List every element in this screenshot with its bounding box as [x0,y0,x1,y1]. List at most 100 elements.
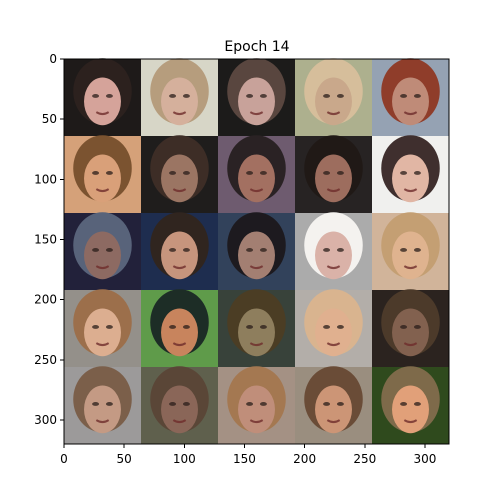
face-shape [315,77,352,126]
y-tick-label: 250 [34,353,57,367]
face-shape [315,231,352,280]
eye-shape [336,402,344,406]
mouth-shape [326,111,341,116]
mouth-shape [172,419,187,424]
y-tick-label: 150 [34,232,57,246]
eye-shape [400,171,408,175]
face-shape [238,231,275,280]
mouth-shape [95,188,110,193]
mouth-shape [172,342,187,347]
eye-shape [92,402,100,406]
face-shape [161,154,198,203]
eye-shape [336,94,344,98]
eye-shape [105,171,113,175]
face-shape [161,385,198,434]
face-image-grid [64,58,449,444]
mouth-shape [326,265,341,270]
eye-shape [323,94,331,98]
face-shape [161,308,198,357]
eye-shape [246,402,254,406]
face-shape [84,385,121,434]
y-tick-label: 200 [34,293,57,307]
eye-shape [92,248,100,252]
eye-shape [92,325,100,329]
eye-shape [400,325,408,329]
mouth-shape [326,342,341,347]
face-tile [218,289,295,367]
eye-shape [182,325,190,329]
face-shape [315,385,352,434]
mouth-shape [249,419,264,424]
mouth-shape [95,111,110,116]
mouth-shape [403,188,418,193]
y-tick-label: 0 [49,52,57,66]
eye-shape [169,402,177,406]
face-tile [372,212,449,290]
eye-shape [182,94,190,98]
mouth-shape [172,188,187,193]
eye-shape [323,325,331,329]
mouth-shape [249,188,264,193]
eye-shape [105,325,113,329]
plot-title: Epoch 14 [224,39,289,55]
mouth-shape [326,419,341,424]
eye-shape [413,94,421,98]
face-shape [392,154,429,203]
face-tile [64,135,141,213]
eye-shape [259,325,267,329]
eye-shape [182,248,190,252]
face-shape [238,308,275,357]
axes: 0 50 100 150 200 250 300 0 50 100 150 200 250 300 [34,52,450,466]
face-tile [64,366,141,444]
face-tile [295,289,372,367]
eye-shape [182,402,190,406]
face-tile [64,58,141,136]
face-tile [295,58,372,136]
x-tick-label: 200 [293,452,316,466]
mouth-shape [95,342,110,347]
eye-shape [323,248,331,252]
face-tile [141,58,218,136]
face-tile [218,135,295,213]
mouth-shape [95,265,110,270]
mouth-shape [403,111,418,116]
mouth-shape [249,265,264,270]
eye-shape [182,171,190,175]
face-tile [295,135,372,213]
face-tile [141,289,218,367]
eye-shape [336,248,344,252]
eye-shape [92,171,100,175]
eye-shape [413,171,421,175]
y-tick-label: 300 [34,413,57,427]
face-tile [141,366,218,444]
face-tile [218,212,295,290]
face-shape [392,385,429,434]
face-shape [392,231,429,280]
eye-shape [92,94,100,98]
eye-shape [169,325,177,329]
x-tick-label: 50 [117,452,132,466]
eye-shape [336,325,344,329]
eye-shape [105,248,113,252]
mouth-shape [326,188,341,193]
x-tick-label: 150 [233,452,256,466]
face-tile [64,212,141,290]
eye-shape [323,171,331,175]
mouth-shape [403,265,418,270]
mouth-shape [172,265,187,270]
eye-shape [323,402,331,406]
eye-shape [259,94,267,98]
face-shape [238,77,275,126]
eye-shape [413,402,421,406]
eye-shape [413,325,421,329]
eye-shape [259,402,267,406]
face-tile [64,289,141,367]
eye-shape [246,248,254,252]
mouth-shape [403,419,418,424]
eye-shape [105,94,113,98]
eye-shape [400,402,408,406]
plot-frame [63,58,450,445]
face-tile [295,366,372,444]
face-shape [238,385,275,434]
